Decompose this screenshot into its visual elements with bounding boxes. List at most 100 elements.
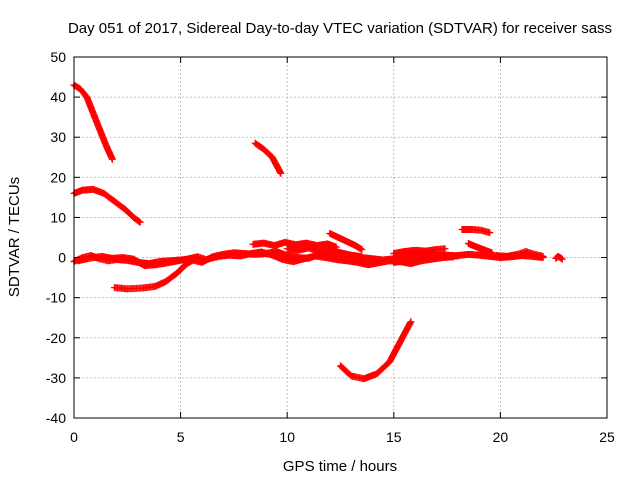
- data-point: [303, 257, 306, 260]
- data-point: [132, 257, 135, 261]
- data-point: [153, 285, 157, 288]
- data-point: [326, 242, 329, 246]
- series-band-7: [492, 248, 547, 260]
- data-point: [286, 254, 289, 257]
- y-tick-label: -30: [46, 370, 66, 386]
- data-point: [239, 254, 242, 258]
- series-marks: [337, 318, 415, 383]
- data-point: [262, 148, 265, 151]
- data-point: [362, 377, 366, 380]
- series-band-6: [390, 251, 462, 266]
- data-point: [81, 188, 84, 192]
- data-point: [143, 264, 146, 267]
- data-point: [398, 340, 402, 343]
- data-point: [335, 258, 338, 261]
- data-point: [480, 229, 483, 232]
- data-point: [185, 257, 189, 261]
- data-point: [324, 256, 327, 259]
- data-point: [85, 95, 88, 99]
- data-point: [556, 255, 560, 258]
- data-point: [294, 243, 297, 246]
- y-tick-label: 50: [50, 49, 66, 65]
- data-point: [392, 252, 395, 255]
- data-point: [111, 158, 114, 161]
- data-point: [505, 255, 508, 258]
- data-point: [104, 144, 108, 147]
- data-point: [467, 253, 470, 256]
- data-point: [286, 247, 289, 250]
- data-point: [516, 253, 519, 256]
- data-point: [315, 244, 319, 247]
- data-point: [283, 241, 287, 244]
- series-dot-1: [552, 252, 566, 263]
- tick-layer: 0 5 10 15 20 25 -40 -30 -20 -10 0 10 20 30 40 50: [46, 49, 615, 445]
- data-point: [77, 259, 80, 262]
- data-point: [175, 259, 178, 263]
- y-tick-label: 30: [50, 129, 66, 145]
- data-point: [281, 258, 285, 261]
- data-point: [91, 111, 95, 115]
- series-band-5: [390, 245, 449, 258]
- data-point: [460, 228, 464, 231]
- data-point: [175, 272, 178, 275]
- data-layer: [70, 81, 566, 383]
- data-point: [561, 257, 564, 261]
- data-point: [541, 255, 545, 258]
- y-axis-label: SDTVAR / TECUs: [6, 177, 23, 297]
- data-point: [164, 261, 167, 265]
- data-point: [228, 253, 231, 257]
- data-point: [367, 263, 370, 266]
- data-point: [524, 250, 528, 253]
- data-point: [123, 208, 127, 211]
- data-point: [533, 253, 536, 256]
- series-marks: [70, 185, 144, 226]
- data-point: [377, 261, 381, 264]
- data-point: [494, 254, 498, 257]
- data-point: [354, 244, 357, 247]
- data-point: [113, 200, 116, 203]
- data-point: [435, 248, 438, 251]
- data-point: [121, 256, 125, 259]
- y-tick-label: -20: [46, 330, 66, 346]
- data-point: [375, 372, 378, 376]
- data-point: [200, 261, 204, 264]
- series-arc-6: [326, 229, 366, 254]
- y-tick-label: -10: [46, 290, 66, 306]
- x-tick-label: 25: [599, 429, 615, 445]
- data-point: [102, 192, 106, 195]
- data-point: [339, 364, 342, 368]
- data-point: [113, 286, 116, 289]
- y-tick-label: 0: [58, 250, 66, 266]
- data-point: [313, 254, 317, 258]
- x-tick-label: 20: [493, 429, 509, 445]
- series-arc-5: [337, 318, 415, 383]
- data-point: [279, 172, 283, 175]
- data-point: [477, 253, 481, 257]
- x-tick-label: 5: [177, 429, 185, 445]
- data-point: [98, 128, 101, 131]
- data-point: [217, 255, 221, 258]
- data-point: [424, 256, 427, 259]
- data-point: [271, 253, 274, 257]
- data-point: [488, 231, 491, 234]
- data-point: [403, 250, 406, 253]
- y-tick-label: 40: [50, 89, 66, 105]
- data-point: [296, 249, 300, 252]
- data-point: [337, 236, 340, 239]
- data-point: [100, 255, 103, 258]
- chart-title: Day 051 of 2017, Sidereal Day-to-day VTE…: [68, 20, 612, 37]
- data-point: [317, 249, 321, 253]
- data-point: [339, 251, 342, 254]
- data-point: [111, 257, 114, 260]
- data-point: [356, 261, 359, 264]
- data-point: [403, 254, 406, 258]
- data-point: [456, 254, 459, 258]
- series-arc-3: [251, 139, 285, 177]
- series-arc-2: [70, 185, 144, 226]
- data-point: [435, 254, 438, 258]
- data-point: [271, 156, 274, 159]
- data-point: [388, 259, 391, 262]
- series-arc-1: [70, 81, 116, 163]
- data-point: [345, 240, 349, 243]
